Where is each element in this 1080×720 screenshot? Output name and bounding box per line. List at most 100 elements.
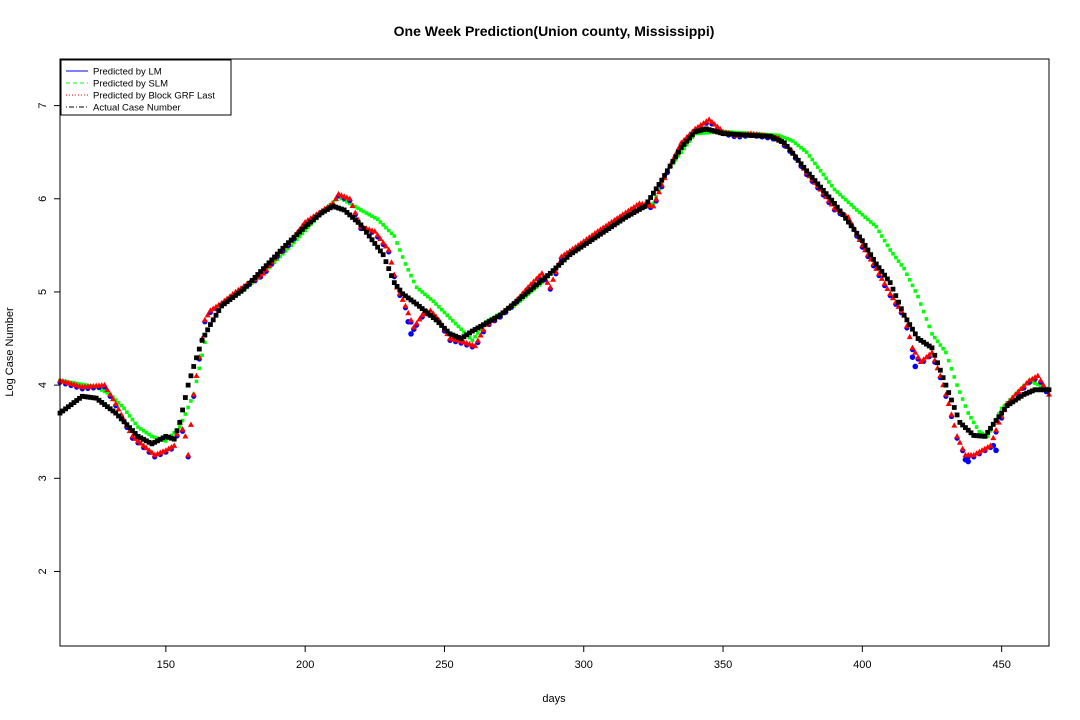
actual-point [93, 395, 99, 401]
actual-point [834, 204, 840, 210]
slm-point [403, 262, 408, 266]
slm-point [921, 309, 926, 314]
actual-point [116, 413, 121, 419]
slm-point [272, 260, 277, 264]
actual-point [717, 130, 723, 136]
actual-point [653, 186, 659, 192]
slm-point [295, 237, 299, 242]
actual-point [171, 436, 177, 442]
slm-point [386, 228, 391, 233]
slm-point [370, 214, 374, 218]
slm-point [428, 297, 433, 301]
actual-point [400, 291, 406, 297]
slm-point [1038, 383, 1043, 388]
actual-point [188, 373, 194, 379]
actual-point [375, 244, 380, 250]
actual-point [1032, 387, 1038, 393]
actual-point [846, 219, 851, 225]
actual-point [667, 163, 673, 169]
slm-point [389, 231, 394, 236]
slm-point [977, 429, 982, 434]
actual-point [163, 433, 169, 439]
actual-point [901, 312, 907, 318]
actual-point [241, 286, 247, 292]
slm-point [1033, 381, 1037, 385]
actual-point [152, 439, 158, 445]
actual-point [191, 364, 197, 369]
slm-point [375, 217, 380, 222]
slm-point [704, 130, 709, 135]
grf-point [143, 444, 150, 451]
x-tick-label: 250 [435, 659, 453, 671]
actual-point [709, 128, 715, 133]
actual-point [854, 230, 860, 236]
actual-point [227, 297, 233, 303]
y-tick-label: 4 [37, 382, 49, 388]
actual-point [910, 326, 915, 332]
actual-point [982, 433, 988, 439]
slm-point [827, 180, 831, 184]
actual-point [603, 228, 609, 233]
slm-point [275, 257, 280, 262]
actual-point [160, 435, 166, 441]
actual-point [350, 214, 355, 220]
slm-point [785, 136, 789, 141]
grf-point [374, 231, 381, 238]
grf-point [115, 405, 122, 412]
actual-point [169, 435, 174, 441]
grf-point [204, 312, 211, 318]
slm-point [434, 302, 438, 306]
actual-point [770, 135, 776, 141]
grf-point [137, 440, 144, 446]
actual-point [260, 266, 266, 272]
grf-point [976, 448, 983, 455]
grf-point [706, 116, 713, 122]
actual-point [907, 322, 913, 327]
actual-point [302, 224, 308, 230]
actual-point [712, 128, 718, 134]
slm-point [673, 157, 678, 162]
actual-point [247, 280, 252, 286]
slm-point [874, 224, 879, 229]
actual-point [494, 314, 500, 320]
slm-point [955, 383, 959, 387]
actual-point [121, 419, 127, 425]
slm-point [971, 420, 976, 425]
actual-point [940, 375, 946, 381]
actual-point [823, 191, 829, 197]
y-tick-label: 7 [37, 103, 49, 109]
grf-point [1023, 380, 1030, 386]
actual-point [648, 195, 654, 200]
actual-point [233, 293, 238, 298]
slm-point [1030, 379, 1035, 384]
slm-point [417, 287, 422, 292]
actual-point [943, 382, 949, 388]
actual-point [338, 206, 344, 212]
actual-point [322, 208, 328, 214]
actual-point [520, 294, 525, 299]
y-tick-label: 6 [37, 196, 49, 202]
actual-point [659, 177, 665, 183]
slm-point [857, 210, 862, 215]
actual-point [297, 229, 302, 235]
slm-point [308, 222, 313, 227]
grf-point [352, 209, 359, 215]
actual-point [208, 322, 213, 327]
grf-point [653, 195, 660, 202]
slm-point [439, 307, 444, 312]
grf-point [382, 243, 389, 249]
actual-point [428, 312, 433, 318]
actual-point [815, 181, 821, 187]
actual-point [765, 133, 771, 139]
actual-point [249, 277, 255, 283]
actual-point [508, 303, 514, 309]
slm-point [99, 388, 104, 392]
actual-point [422, 308, 428, 314]
slm-point [804, 150, 809, 154]
actual-point [205, 327, 211, 333]
actual-point [882, 272, 888, 278]
actual-point [500, 310, 506, 316]
grf-point [109, 395, 116, 402]
grf-point [945, 400, 952, 406]
actual-point [68, 402, 74, 408]
